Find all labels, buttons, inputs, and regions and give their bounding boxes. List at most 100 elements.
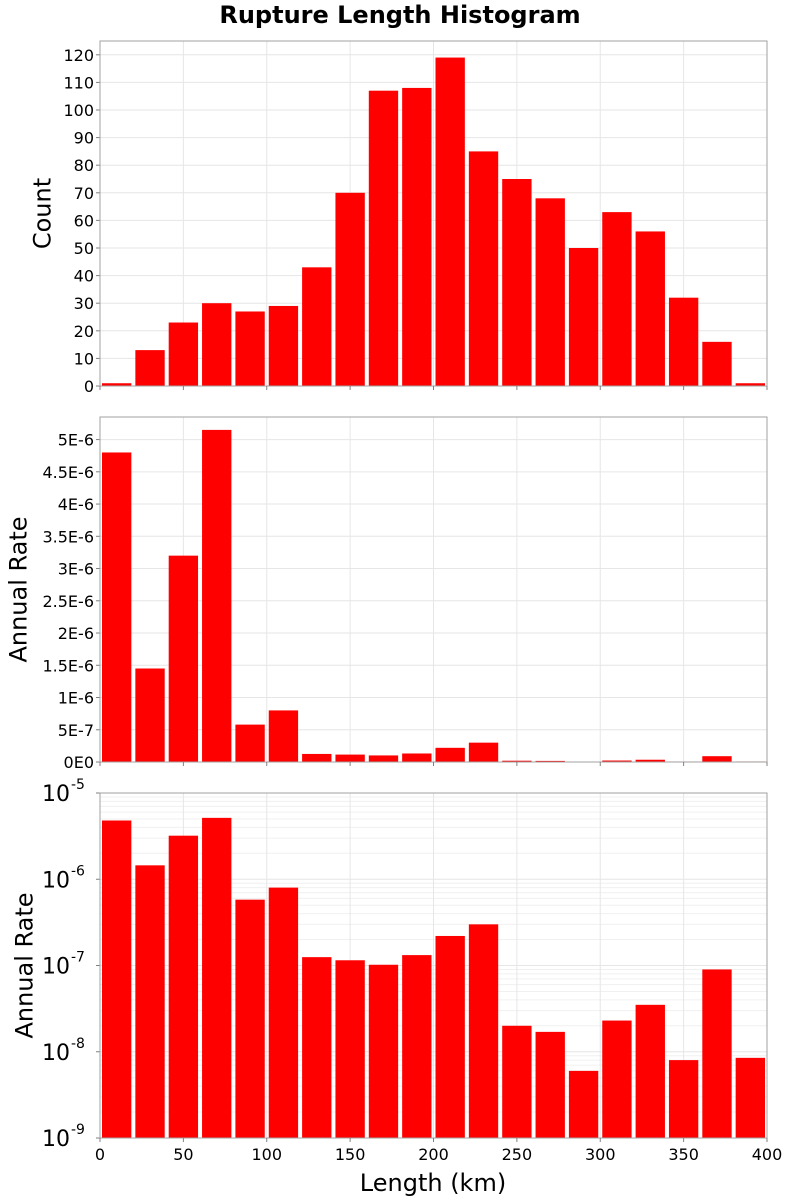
panel-1: 0 10 20 30 40 50 60 70 80 90 100 110 120 Count <box>28 40 768 396</box>
histogram-bar <box>735 1057 765 1138</box>
histogram-bar <box>402 753 432 762</box>
chart-title: Rupture Length Histogram <box>219 1 580 29</box>
x-tick-label: 150 <box>335 1145 366 1164</box>
histogram-bar <box>135 865 165 1138</box>
histogram-bar <box>702 756 732 762</box>
histogram-bar <box>168 322 199 386</box>
histogram-bar <box>602 1020 632 1138</box>
y-tick-label: 110 <box>63 73 94 92</box>
y-tick-label: 2.5E-6 <box>42 592 94 611</box>
histogram-bar <box>302 957 332 1138</box>
histogram-bar <box>302 753 332 762</box>
y-tick-label: 4.5E-6 <box>42 463 94 482</box>
histogram-bar <box>735 383 765 386</box>
histogram-bar <box>635 759 665 762</box>
y-tick-exponent: -5 <box>71 777 85 793</box>
histogram-bar <box>135 350 165 386</box>
y-tick-label: 1E-6 <box>58 689 94 708</box>
y-tick-label: 0 <box>84 377 94 396</box>
y-tick-exponent: -7 <box>71 950 85 966</box>
y-tick-label: 80 <box>74 156 94 175</box>
histogram-bar <box>535 1031 565 1138</box>
y-axis-label: Count <box>28 178 56 249</box>
x-tick-label: 350 <box>668 1145 699 1164</box>
histogram-bar <box>468 742 499 762</box>
histogram-bar <box>168 835 199 1138</box>
y-tick-exponent: -6 <box>71 863 85 879</box>
histogram-bar <box>102 820 132 1138</box>
y-tick-label: 30 <box>74 294 94 313</box>
histogram-bar <box>368 964 399 1138</box>
y-tick-label: 70 <box>74 184 94 203</box>
x-tick-label: 400 <box>752 1145 783 1164</box>
histogram-bar <box>468 151 499 386</box>
histogram-bar <box>202 303 232 386</box>
histogram-bar <box>302 267 332 386</box>
histogram-bar <box>668 1060 699 1138</box>
histogram-bar <box>502 760 532 762</box>
y-tick-label: 40 <box>74 267 94 286</box>
x-tick-label: 250 <box>502 1145 533 1164</box>
histogram-bar <box>202 817 232 1138</box>
histogram-bar <box>535 760 565 762</box>
y-tick-label: 50 <box>74 239 94 258</box>
histogram-bar <box>202 429 232 762</box>
histogram-bar <box>268 305 299 386</box>
histogram-bar <box>235 724 265 762</box>
histogram-bar <box>335 754 365 762</box>
x-tick-label: 0 <box>95 1145 105 1164</box>
y-tick-label: 0E0 <box>64 753 94 772</box>
y-tick-label: 10 <box>42 782 70 807</box>
y-tick-exponent: -9 <box>71 1122 85 1138</box>
panel-2: 0E0 5E-7 1E-6 1.5E-6 2E-6 2.5E-6 3E-6 3.5E-6 4E-… <box>4 416 768 772</box>
histogram-bar <box>235 311 265 386</box>
histogram-bar <box>102 452 132 762</box>
histogram-bar <box>368 755 399 762</box>
y-tick-label: 4E-6 <box>58 495 94 514</box>
y-tick-label: 5E-6 <box>58 431 94 450</box>
histogram-bar <box>568 248 599 386</box>
y-tick-label: 10 <box>42 868 70 893</box>
y-tick-label: 120 <box>63 46 94 65</box>
histogram-bar <box>468 924 499 1138</box>
y-tick-label: 10 <box>42 1127 70 1152</box>
histogram-bar <box>702 969 732 1138</box>
histogram-bar <box>102 383 132 386</box>
x-tick-label: 50 <box>173 1145 193 1164</box>
x-tick-label: 300 <box>585 1145 616 1164</box>
y-tick-label: 10 <box>74 349 94 368</box>
histogram-bar <box>635 1004 665 1138</box>
y-tick-label: 60 <box>74 211 94 230</box>
histogram-bar <box>368 90 399 387</box>
y-tick-label: 3.5E-6 <box>42 527 94 546</box>
chart-panels: 0102030405060708090100110120Count0E05E-7… <box>4 40 782 1164</box>
histogram-bar <box>435 57 465 387</box>
y-tick-label: 90 <box>74 129 94 148</box>
y-tick-label: 100 <box>63 101 94 120</box>
histogram-bar <box>702 341 732 386</box>
histogram-bar <box>568 1070 599 1138</box>
y-tick-label: 10 <box>42 955 70 980</box>
histogram-bar <box>268 887 299 1138</box>
histogram-bar <box>435 747 465 762</box>
y-tick-label: 20 <box>74 322 94 341</box>
y-tick-exponent: -8 <box>71 1036 85 1052</box>
y-axis-label: Annual Rate <box>10 892 38 1038</box>
x-tick-label: 200 <box>418 1145 449 1164</box>
histogram-bar <box>602 760 632 762</box>
histogram-bar <box>668 297 699 386</box>
y-tick-label: 5E-7 <box>58 721 94 740</box>
histogram-bar <box>402 87 432 387</box>
y-tick-label: 3E-6 <box>58 560 94 579</box>
x-tick-label: 100 <box>251 1145 282 1164</box>
histogram-bar <box>602 212 632 386</box>
y-tick-label: 2E-6 <box>58 624 94 643</box>
histogram-bar <box>535 198 565 386</box>
x-axis-label: Length (km) <box>360 1169 506 1197</box>
histogram-bar <box>402 955 432 1138</box>
histogram-bar <box>168 555 199 762</box>
y-axis-label: Annual Rate <box>4 516 32 662</box>
y-tick-label: 1.5E-6 <box>42 656 94 675</box>
